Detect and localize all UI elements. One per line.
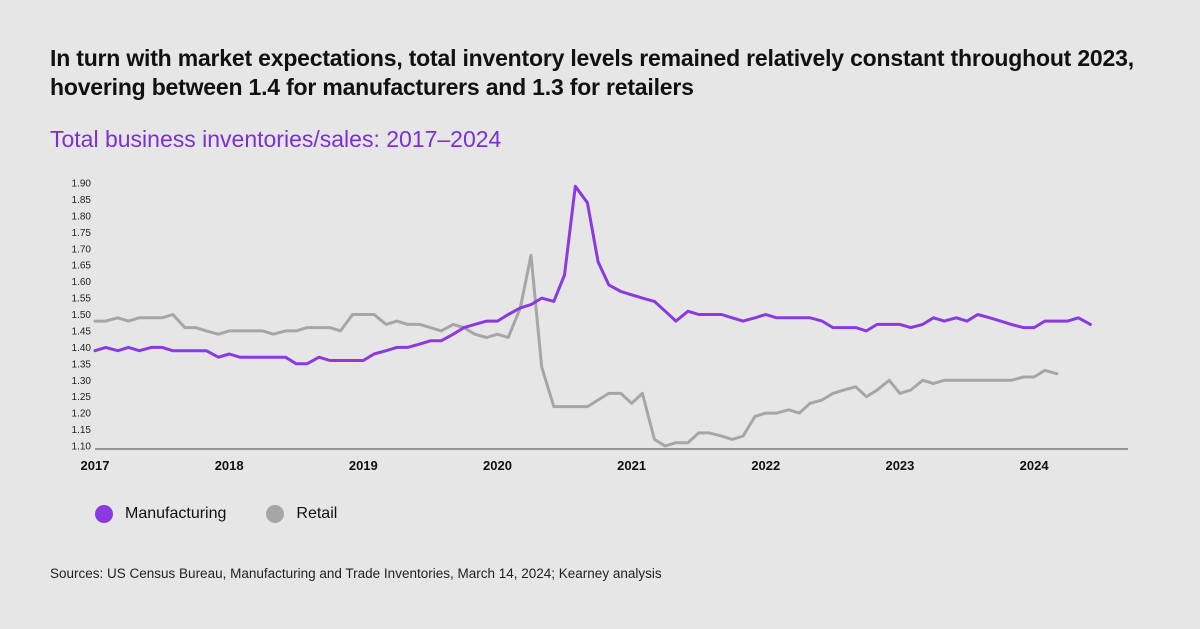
legend-label-manufacturing: Manufacturing [125, 505, 227, 522]
y-tick-label: 1.75 [72, 228, 92, 239]
y-tick-label: 1.25 [72, 392, 92, 403]
x-tick-label: 2021 [617, 458, 646, 473]
series-lines [93, 184, 1092, 448]
x-tick-label: 2019 [349, 458, 378, 473]
y-tick-label: 1.55 [72, 294, 92, 305]
retail-swatch-icon [266, 505, 285, 523]
y-tick-label: 1.50 [72, 310, 92, 321]
series-line-manufacturing [93, 184, 1092, 366]
manufacturing-swatch-icon [95, 505, 113, 523]
x-tick-label: 2020 [483, 458, 512, 473]
x-tick-label: 2022 [751, 458, 780, 473]
y-tick-label: 1.40 [72, 343, 92, 354]
x-tick-label: 2017 [81, 458, 110, 473]
legend-item-manufacturing: Manufacturing [95, 505, 226, 523]
x-tick-label: 2018 [215, 458, 244, 473]
y-tick-label: 1.30 [72, 376, 92, 387]
y-tick-label: 1.35 [72, 359, 92, 370]
y-axis: 1.90 1.85 1.80 1.75 1.70 1.65 1.60 1.55 1.50 1.45… [72, 179, 92, 453]
y-tick-label: 1.15 [72, 425, 92, 436]
y-tick-label: 1.70 [72, 244, 92, 255]
headline: In turn with market expectations, total … [50, 45, 1134, 100]
legend-item-retail: Retail [266, 505, 337, 523]
legend-label-retail: Retail [296, 505, 338, 522]
source-note: Sources: US Census Bureau, Manufacturing… [50, 566, 662, 581]
x-tick-label: 2023 [885, 458, 914, 473]
chart-title: Total business inventories/sales: 2017–2… [50, 126, 502, 152]
y-tick-label: 1.85 [72, 195, 92, 206]
x-axis: 2017 2018 2019 2020 2021 2022 2023 2024 [81, 448, 1128, 473]
y-tick-label: 1.45 [72, 326, 92, 337]
legend: Manufacturing Retail [95, 505, 377, 523]
series-line-retail [93, 253, 1059, 448]
y-tick-label: 1.90 [72, 179, 92, 190]
y-tick-label: 1.80 [72, 211, 92, 222]
y-tick-label: 1.65 [72, 261, 92, 272]
y-tick-label: 1.60 [72, 277, 92, 288]
x-tick-label: 2024 [1020, 458, 1050, 473]
y-tick-label: 1.20 [72, 409, 92, 420]
y-tick-label: 1.10 [72, 442, 92, 453]
